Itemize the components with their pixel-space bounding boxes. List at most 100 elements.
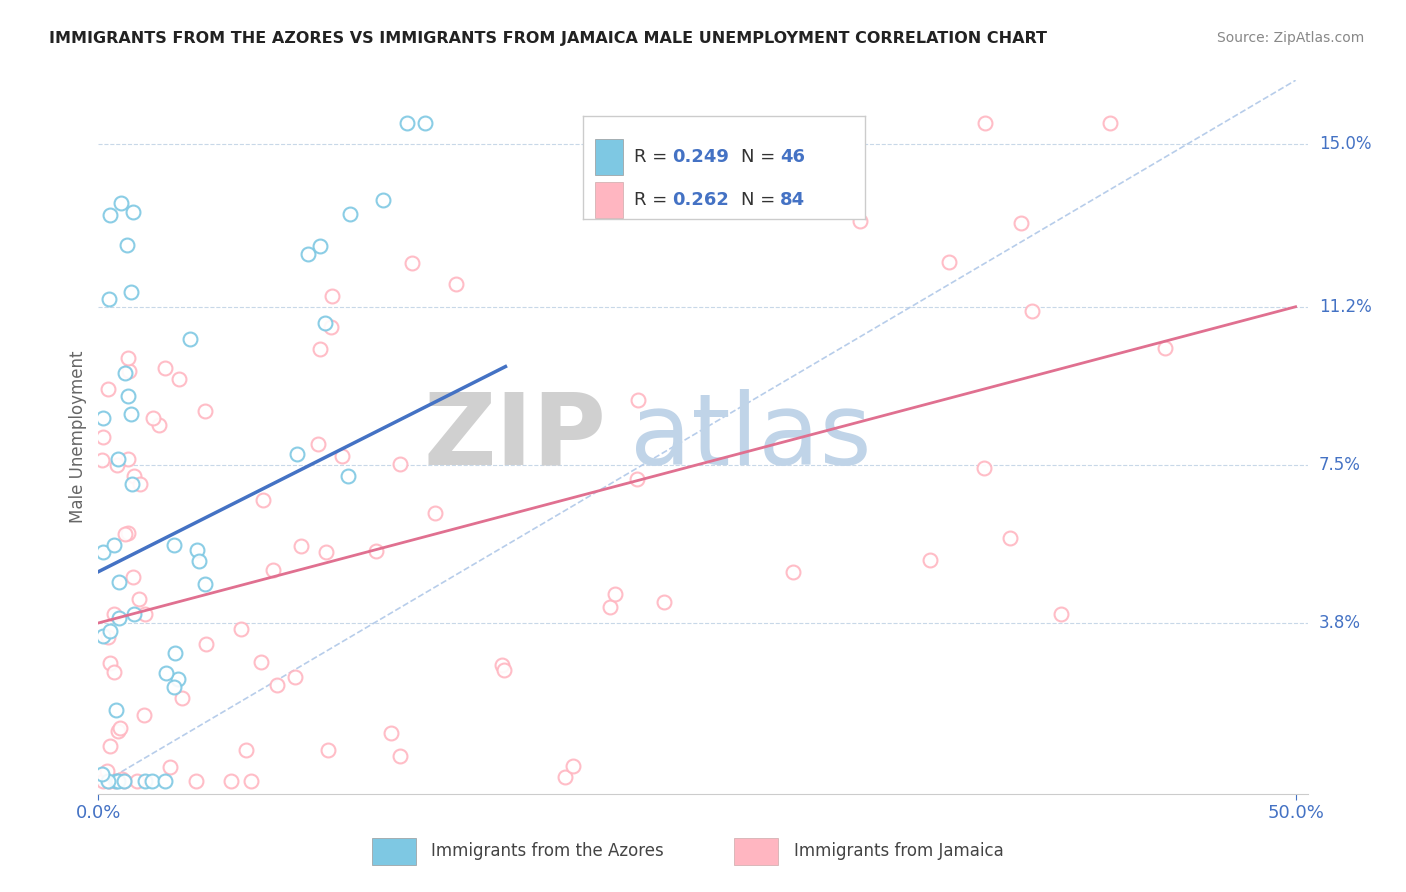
Point	[195, 637, 218, 651]
Point	[167, 372, 190, 386]
Point	[316, 743, 339, 757]
Point	[240, 774, 263, 789]
Point	[1050, 607, 1073, 621]
Point	[321, 289, 343, 303]
Point	[121, 205, 143, 219]
Point	[125, 774, 148, 789]
Point	[165, 646, 187, 660]
Point	[98, 739, 121, 753]
Point	[339, 207, 361, 221]
Point	[129, 477, 152, 491]
Point	[117, 525, 139, 540]
Point	[250, 655, 273, 669]
Point	[96, 764, 118, 778]
Point	[599, 599, 621, 614]
Text: 15.0%: 15.0%	[1319, 136, 1371, 153]
Point	[307, 436, 329, 450]
Point	[110, 195, 132, 210]
Point	[423, 506, 446, 520]
Point	[153, 361, 176, 376]
Point	[187, 554, 209, 568]
Point	[337, 469, 360, 483]
Point	[91, 411, 114, 425]
Point	[186, 543, 208, 558]
Text: N =: N =	[741, 148, 780, 166]
Point	[110, 772, 132, 786]
Point	[998, 531, 1021, 545]
Point	[90, 766, 112, 780]
Point	[184, 774, 207, 789]
Point	[287, 447, 309, 461]
Point	[380, 726, 402, 740]
Text: atlas: atlas	[630, 389, 872, 485]
Point	[162, 538, 184, 552]
Text: 3.8%: 3.8%	[1319, 614, 1361, 632]
Point	[782, 565, 804, 579]
Point	[107, 774, 129, 789]
Point	[938, 255, 960, 269]
Point	[121, 476, 143, 491]
Point	[444, 277, 467, 292]
Point	[112, 774, 135, 789]
Point	[117, 389, 139, 403]
FancyBboxPatch shape	[595, 182, 623, 218]
Point	[98, 624, 121, 639]
Point	[219, 774, 242, 789]
Point	[388, 457, 411, 471]
Point	[155, 665, 177, 680]
Point	[554, 770, 576, 784]
Point	[103, 665, 125, 680]
Point	[252, 492, 274, 507]
Point	[920, 553, 942, 567]
Point	[97, 774, 120, 789]
Point	[134, 607, 156, 622]
Point	[128, 591, 150, 606]
Point	[1154, 341, 1177, 355]
Point	[290, 539, 312, 553]
Point	[122, 469, 145, 483]
Point	[159, 760, 181, 774]
Point	[91, 430, 114, 444]
Point	[98, 774, 121, 789]
Point	[231, 622, 253, 636]
Point	[626, 472, 648, 486]
Point	[297, 247, 319, 261]
Point	[114, 527, 136, 541]
Point	[93, 774, 115, 789]
Point	[309, 342, 332, 356]
Point	[104, 774, 127, 789]
Point	[93, 629, 115, 643]
Point	[973, 461, 995, 475]
Point	[193, 576, 215, 591]
FancyBboxPatch shape	[595, 139, 623, 175]
Text: R =: R =	[634, 148, 673, 166]
Point	[107, 451, 129, 466]
Point	[395, 116, 418, 130]
Text: 7.5%: 7.5%	[1319, 456, 1361, 474]
Point	[1021, 303, 1043, 318]
Point	[97, 382, 120, 396]
Text: ZIP: ZIP	[423, 389, 606, 485]
Text: 0.249: 0.249	[672, 148, 728, 166]
Point	[98, 774, 121, 789]
Point	[110, 721, 132, 735]
Point	[491, 657, 513, 672]
Point	[90, 453, 112, 467]
Text: Immigrants from the Azores: Immigrants from the Azores	[432, 842, 664, 861]
Point	[170, 691, 193, 706]
Text: 46: 46	[780, 148, 806, 166]
Point	[652, 595, 675, 609]
Point	[605, 587, 627, 601]
Point	[332, 449, 354, 463]
Point	[413, 116, 436, 130]
Point	[117, 452, 139, 467]
Point	[1099, 116, 1122, 130]
Text: 0.262: 0.262	[672, 191, 728, 209]
Text: IMMIGRANTS FROM THE AZORES VS IMMIGRANTS FROM JAMAICA MALE UNEMPLOYMENT CORRELAT: IMMIGRANTS FROM THE AZORES VS IMMIGRANTS…	[49, 31, 1047, 46]
Point	[134, 774, 156, 789]
Point	[103, 538, 125, 552]
Point	[117, 351, 139, 366]
Point	[120, 408, 142, 422]
Point	[104, 703, 127, 717]
Point	[122, 570, 145, 584]
